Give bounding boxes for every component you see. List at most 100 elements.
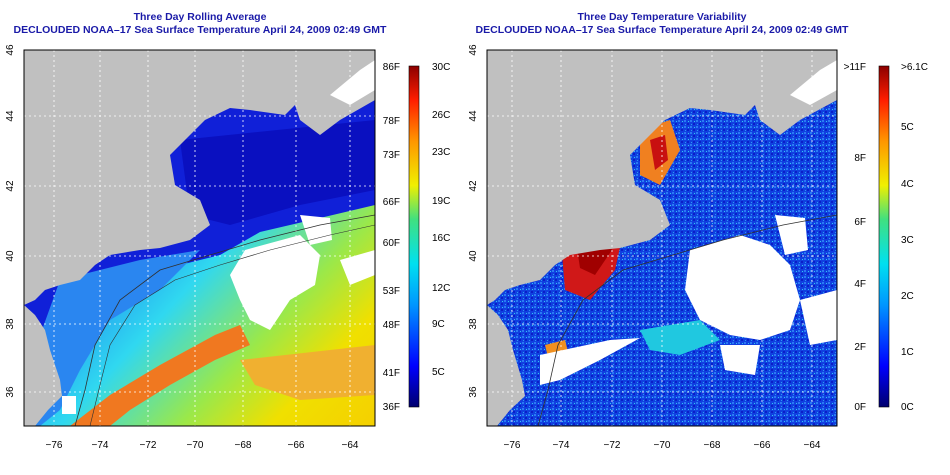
variability-patch-red (650, 135, 668, 170)
colorbar-f-label: 78F (383, 116, 400, 127)
colorbar-f-label: 73F (383, 150, 400, 161)
lon-tick-label: −64 (342, 440, 359, 451)
colorbar-f-label: 41F (383, 368, 400, 379)
right-map-title: Three Day Temperature Variability (577, 11, 747, 23)
shelf-water (24, 250, 200, 426)
warm-eddy (240, 345, 375, 400)
cloud-mask-4 (720, 345, 760, 375)
cold-water-core (180, 120, 375, 225)
lat-tick-label: 38 (468, 318, 479, 330)
cloud-mask-3 (800, 290, 837, 345)
colorbar-f-label: 53F (383, 286, 400, 297)
lon-tick-label: −66 (754, 440, 771, 451)
right-lat-labels: 46 44 42 40 38 36 (468, 44, 479, 398)
lon-tick-label: −66 (288, 440, 305, 451)
right-map-panel (487, 50, 837, 426)
lat-tick-label: 46 (468, 44, 479, 56)
left-lon-labels: −76 −74 −72 −70 −68 −66 −64 (46, 440, 359, 451)
bathymetry-contour (537, 214, 837, 426)
colorbar-c-label: 9C (432, 319, 445, 330)
lon-tick-label: −74 (553, 440, 570, 451)
cloud-mask (230, 235, 320, 330)
colorbar-c-label: 3C (901, 235, 914, 246)
colorbar-f-label: 8F (854, 153, 866, 164)
cloud-mask-3 (340, 250, 375, 285)
colorbar-f-label: 66F (383, 197, 400, 208)
colorbar-c-label: 2C (901, 291, 914, 302)
lon-tick-label: −68 (235, 440, 252, 451)
bathymetry-contour (74, 214, 375, 426)
lat-tick-label: 44 (468, 110, 479, 122)
lon-tick-label: −76 (504, 440, 521, 451)
colorbar-c-label: 5C (901, 122, 914, 133)
colorbar-f-label: 4F (854, 279, 866, 290)
colorbar-c-label: 30C (432, 62, 450, 73)
colorbar-c-label: 16C (432, 233, 450, 244)
colorbar-f-label: 6F (854, 217, 866, 228)
right-colorbar (878, 65, 890, 408)
left-map-subtitle: DECLOUDED NOAA–17 Sea Surface Temperatur… (13, 24, 387, 36)
colorbar-f-label: 86F (383, 62, 400, 73)
lat-tick-label: 40 (5, 250, 16, 262)
right-gridlines (487, 50, 837, 426)
cloud-mask-5 (540, 338, 640, 385)
left-gridlines (24, 50, 375, 426)
left-map-frame (23, 49, 376, 427)
colorbar-f-label: 36F (383, 402, 400, 413)
colorbar-c-label: 26C (432, 110, 450, 121)
cloud-mask-large (685, 235, 800, 340)
lon-tick-label: −72 (604, 440, 621, 451)
lon-tick-label: −70 (654, 440, 671, 451)
left-colorbar-c-labels: 30C 26C 23C 19C 16C 12C 9C 5C (432, 62, 450, 378)
colorbar-c-label: 5C (432, 367, 445, 378)
right-map-frame (486, 49, 838, 427)
gulf-stream-band (70, 325, 250, 426)
land-mass-northeast (24, 50, 300, 305)
colorbar-c-label: 12C (432, 283, 450, 294)
colorbar-f-label: 60F (383, 238, 400, 249)
colorbar-c-label: 4C (901, 179, 914, 190)
colorbar-c-label: 19C (432, 196, 450, 207)
right-map-subtitle: DECLOUDED NOAA–17 Sea Surface Temperatur… (475, 24, 849, 36)
lon-tick-label: −72 (140, 440, 157, 451)
left-colorbar (408, 65, 420, 408)
lat-tick-label: 38 (5, 318, 16, 330)
lon-tick-label: −68 (704, 440, 721, 451)
colorbar-f-label: 48F (383, 320, 400, 331)
land-mass-delmarva (487, 305, 525, 426)
colorbar-f-label: 2F (854, 342, 866, 353)
colorbar-c-label: >6.1C (901, 62, 928, 73)
lat-tick-label: 40 (468, 250, 479, 262)
colorbar-c-label: 0C (901, 402, 914, 413)
colorbar-c-label: 1C (901, 347, 914, 358)
lon-tick-label: −74 (92, 440, 109, 451)
cloud-mask-2 (300, 215, 332, 245)
bathymetry-contour-2 (89, 224, 375, 426)
colorbar-f-label: >11F (844, 62, 866, 73)
right-colorbar-f-labels: >11F 8F 6F 4F 2F 0F (844, 62, 866, 413)
right-lon-labels: −76 −74 −72 −70 −68 −66 −64 (504, 440, 821, 451)
colorbar-f-label: 0F (854, 402, 866, 413)
left-colorbar-f-labels: 86F 78F 73F 66F 60F 53F 48F 41F 36F (383, 62, 400, 413)
lon-tick-label: −70 (187, 440, 204, 451)
snow-ice-area (790, 60, 837, 105)
left-map-title: Three Day Rolling Average (133, 11, 267, 23)
lat-tick-label: 44 (5, 110, 16, 122)
colorbar-c-label: 23C (432, 147, 450, 158)
left-lat-labels: 46 44 42 40 38 36 (5, 44, 16, 398)
land-mass-northeast (487, 50, 760, 305)
land-mass-nova-scotia (740, 50, 837, 135)
lat-tick-label: 36 (5, 386, 16, 398)
lat-tick-label: 36 (468, 386, 479, 398)
land-mass-delmarva (24, 305, 62, 426)
lat-tick-label: 42 (468, 180, 479, 192)
lat-tick-label: 46 (5, 44, 16, 56)
lat-tick-label: 42 (5, 180, 16, 192)
snow-ice-area (330, 60, 375, 105)
land-mass-nova-scotia (280, 50, 375, 135)
cloud-mask-4 (62, 396, 76, 414)
right-colorbar-c-labels: >6.1C 5C 4C 3C 2C 1C 0C (901, 62, 928, 413)
lon-tick-label: −64 (804, 440, 821, 451)
left-map-panel (24, 50, 375, 426)
